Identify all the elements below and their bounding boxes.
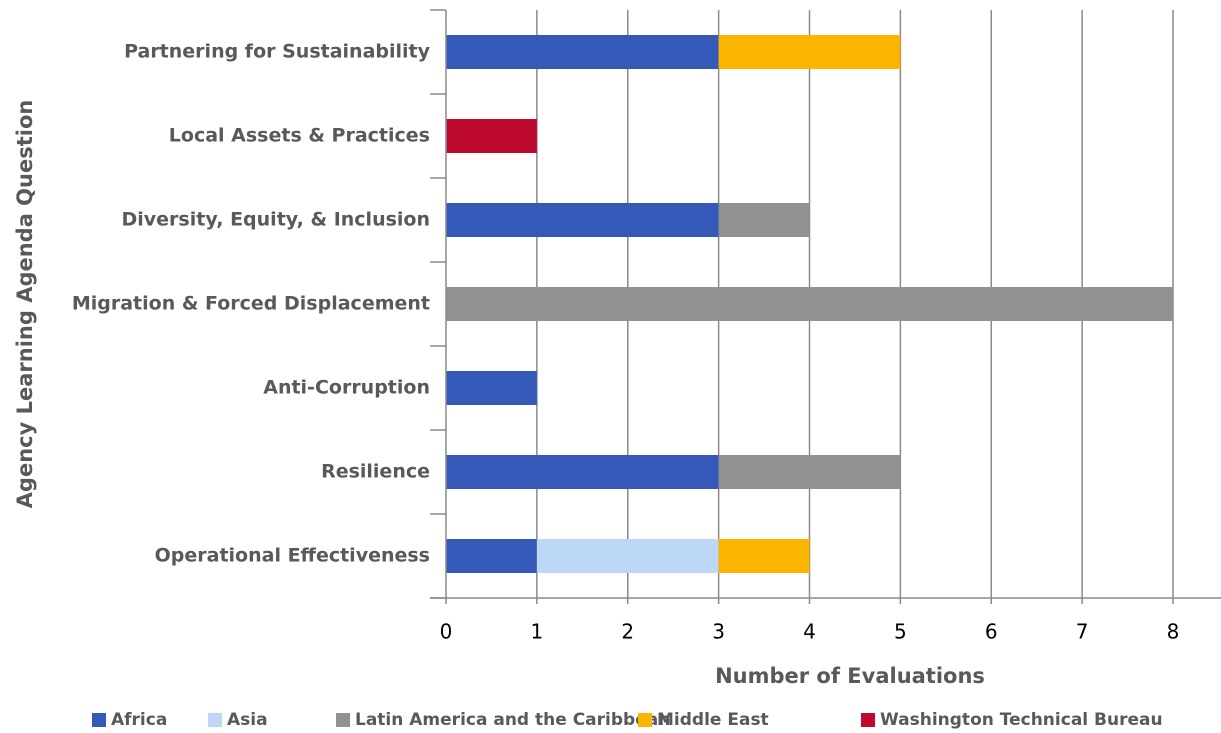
bar-segment [446,539,537,573]
x-tick-label: 1 [531,620,544,644]
legend-swatch [208,713,222,727]
legend-swatch [92,713,106,727]
bar-segment [446,203,719,237]
legend-swatch [861,713,875,727]
legend-swatch [336,713,350,727]
x-tick-label: 3 [712,620,725,644]
y-tick-label: Operational Effectiveness [155,545,430,567]
bar-segment [446,287,1173,321]
x-axis-title: Number of Evaluations [715,664,985,688]
legend-label: Asia [227,710,268,730]
x-tick-label: 7 [1076,620,1089,644]
legend-label: Africa [111,710,167,730]
x-tick-label: 0 [440,620,453,644]
legend-label: Latin America and the Caribbean [355,710,670,730]
y-tick-label: Partnering for Sustainability [124,41,431,63]
bar-segment [446,119,537,153]
legend-swatch [638,713,652,727]
x-tick-label: 2 [621,620,634,644]
y-tick-label: Local Assets & Practices [169,125,430,147]
bar-segment [446,371,537,405]
y-axis-title: Agency Learning Agenda Question [13,100,37,509]
legend-label: Middle East [657,710,769,730]
x-tick-label: 4 [803,620,816,644]
y-tick-label: Diversity, Equity, & Inclusion [122,209,431,231]
y-tick-label: Resilience [321,461,430,483]
bar-segment [718,455,901,489]
bar-segment [446,455,719,489]
y-tick-label: Migration & Forced Displacement [72,293,430,315]
x-tick-label: 6 [985,620,998,644]
y-tick-label: Anti-Corruption [263,377,430,399]
bar-segment [718,203,810,237]
bar-segment [536,539,719,573]
bar-segment [446,35,719,69]
bar-segment [718,539,810,573]
legend-label: Washington Technical Bureau [880,710,1163,730]
x-tick-label: 8 [1167,620,1180,644]
x-tick-label: 5 [894,620,907,644]
bar-segment [718,35,901,69]
